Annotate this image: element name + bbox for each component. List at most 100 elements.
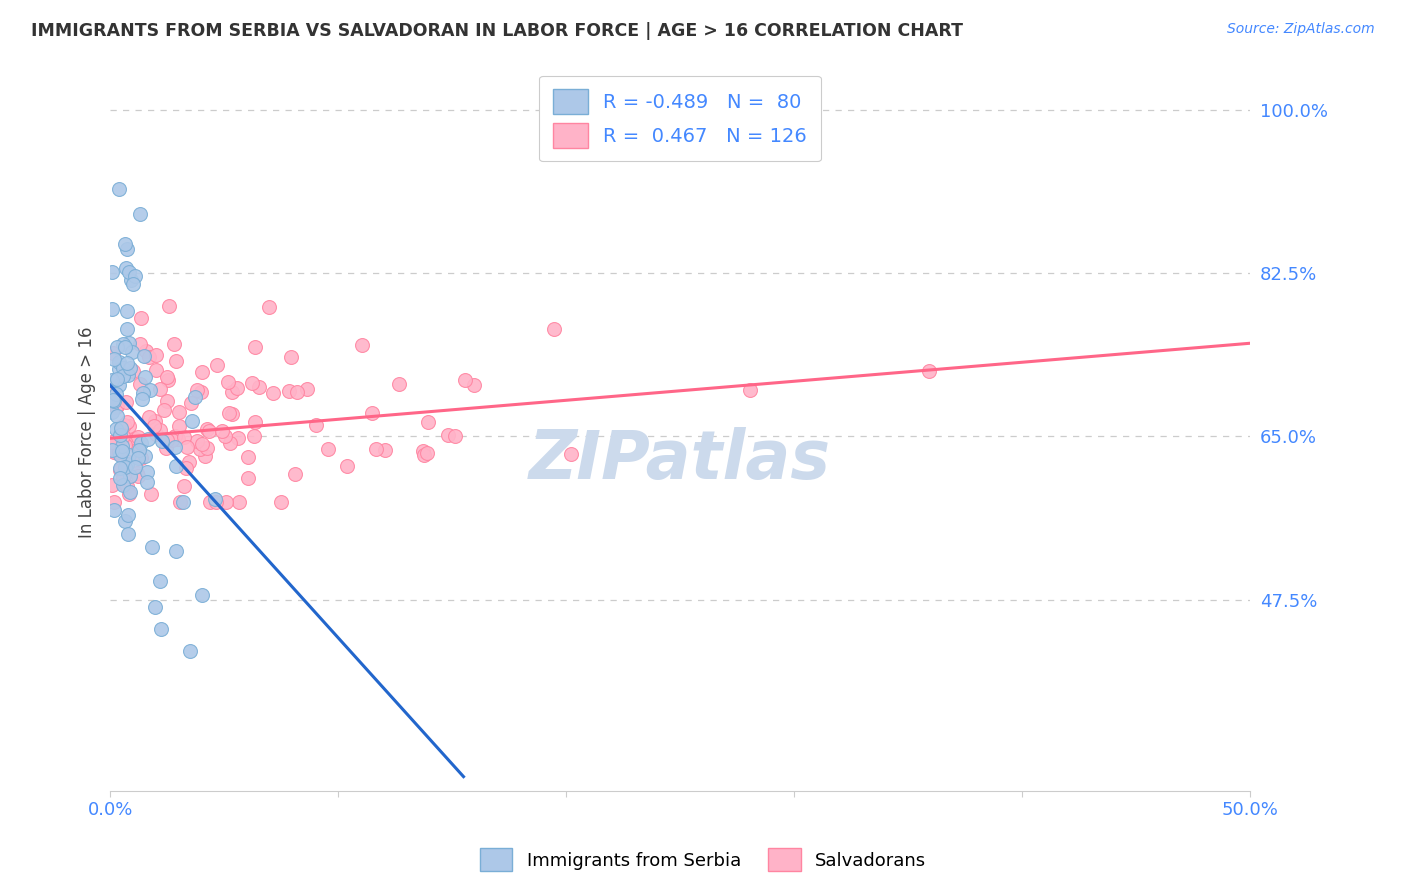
Point — [117, 368, 139, 383]
Point — [115, 356, 138, 370]
Point — [412, 443, 434, 458]
Point — [215, 494, 238, 508]
Point — [115, 415, 138, 429]
Point — [108, 355, 131, 369]
Point — [218, 406, 240, 420]
Point — [198, 424, 221, 438]
Point — [412, 448, 434, 462]
Point — [111, 444, 134, 458]
Point — [114, 476, 136, 491]
Legend: R = -0.489   N =  80, R =  0.467   N = 126: R = -0.489 N = 80, R = 0.467 N = 126 — [540, 76, 821, 161]
Point — [387, 376, 409, 391]
Point — [110, 420, 132, 434]
Point — [167, 432, 190, 446]
Point — [110, 463, 132, 477]
Point — [560, 447, 582, 461]
Point — [157, 373, 180, 387]
Point — [211, 424, 233, 438]
Point — [134, 370, 156, 384]
Point — [226, 431, 249, 445]
Point — [173, 430, 195, 444]
Point — [163, 337, 186, 351]
Point — [131, 392, 153, 407]
Point — [160, 433, 183, 447]
Point — [243, 341, 266, 355]
Legend: Immigrants from Serbia, Salvadorans: Immigrants from Serbia, Salvadorans — [472, 841, 934, 879]
Point — [163, 440, 186, 454]
Point — [204, 494, 226, 508]
Point — [114, 237, 136, 252]
Point — [145, 348, 167, 362]
Point — [165, 459, 187, 474]
Point — [111, 439, 134, 453]
Point — [127, 468, 149, 483]
Point — [101, 477, 124, 491]
Point — [101, 435, 124, 450]
Point — [127, 442, 149, 457]
Point — [111, 478, 134, 492]
Point — [149, 623, 172, 637]
Point — [167, 405, 190, 419]
Point — [738, 383, 761, 397]
Point — [188, 442, 211, 456]
Point — [124, 433, 146, 447]
Point — [101, 405, 124, 419]
Point — [110, 460, 132, 475]
Point — [181, 414, 204, 428]
Point — [101, 264, 124, 278]
Point — [120, 273, 142, 287]
Point — [114, 515, 136, 529]
Point — [243, 428, 266, 442]
Point — [107, 361, 129, 376]
Point — [127, 450, 149, 465]
Point — [285, 385, 308, 400]
Point — [128, 377, 150, 392]
Point — [104, 434, 127, 448]
Point — [120, 484, 142, 499]
Point — [145, 363, 167, 377]
Point — [156, 369, 179, 384]
Point — [101, 302, 124, 317]
Point — [129, 436, 152, 450]
Point — [180, 395, 202, 409]
Point — [157, 299, 180, 313]
Point — [117, 448, 139, 462]
Point — [105, 422, 128, 436]
Point — [114, 340, 136, 354]
Point — [108, 378, 131, 392]
Point — [186, 434, 208, 448]
Point — [120, 468, 142, 483]
Point — [103, 394, 125, 409]
Point — [918, 364, 941, 378]
Point — [117, 321, 139, 335]
Y-axis label: In Labor Force | Age > 16: In Labor Force | Age > 16 — [79, 326, 96, 538]
Point — [118, 487, 141, 501]
Point — [284, 467, 307, 481]
Point — [108, 445, 131, 459]
Point — [149, 423, 172, 437]
Point — [101, 373, 124, 387]
Point — [305, 417, 328, 432]
Point — [366, 442, 388, 457]
Point — [105, 400, 128, 414]
Point — [198, 494, 221, 508]
Point — [214, 429, 236, 443]
Point — [176, 441, 198, 455]
Point — [219, 436, 242, 450]
Point — [163, 428, 186, 442]
Point — [184, 391, 207, 405]
Point — [103, 345, 125, 359]
Point — [115, 457, 138, 471]
Point — [221, 384, 243, 399]
Point — [101, 380, 124, 394]
Point — [217, 375, 239, 389]
Point — [150, 434, 173, 448]
Point — [143, 418, 166, 433]
Point — [108, 182, 131, 196]
Point — [280, 350, 302, 364]
Point — [131, 310, 153, 325]
Point — [110, 419, 132, 434]
Point — [143, 415, 166, 429]
Point — [128, 443, 150, 458]
Point — [195, 422, 218, 436]
